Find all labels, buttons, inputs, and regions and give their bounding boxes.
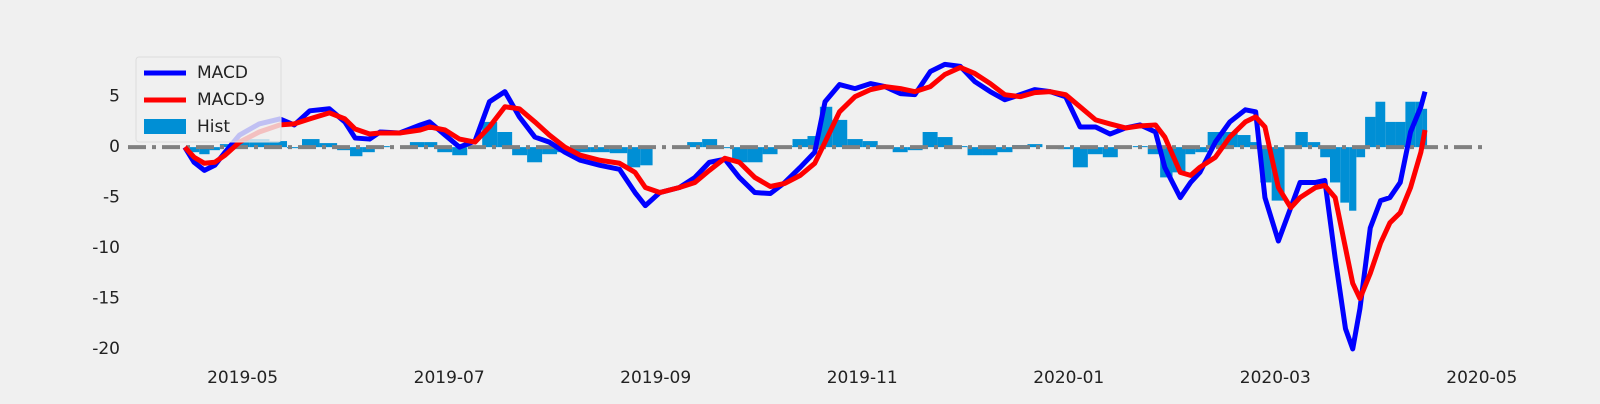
hist-bar <box>1320 147 1331 158</box>
hist-bar <box>747 147 763 163</box>
hist-bar <box>189 147 200 153</box>
hist-bar <box>1375 101 1386 148</box>
hist-bar <box>1395 121 1406 148</box>
legend-label: MACD-9 <box>197 90 265 110</box>
hist-bar <box>1340 147 1350 203</box>
hist-bar <box>1422 108 1428 148</box>
x-tick-label: 2020-05 <box>1446 368 1517 388</box>
hist-bar <box>1057 147 1073 150</box>
hist-bar <box>807 136 820 148</box>
hist-bar <box>199 147 210 155</box>
hist-bar <box>1307 142 1321 148</box>
hist-bar <box>1087 147 1103 155</box>
hist-bar <box>1147 147 1161 155</box>
x-tick-label: 2019-07 <box>414 368 485 388</box>
hist-bar <box>717 147 733 149</box>
hist-bar <box>1415 101 1423 148</box>
hist-bar <box>219 144 233 148</box>
y-tick-label: -15 <box>92 288 120 308</box>
x-tick-label: 2019-05 <box>207 368 278 388</box>
hist-bar <box>302 139 320 148</box>
hist-bar <box>922 132 938 148</box>
hist-bar <box>269 141 288 148</box>
hist-bar <box>1405 101 1416 148</box>
hist-bar <box>732 147 748 163</box>
hist-bar <box>982 147 998 156</box>
hist-bar <box>847 139 863 148</box>
hist-bar <box>1356 147 1366 158</box>
hist-bar <box>997 147 1013 153</box>
hist-bar <box>1250 142 1261 148</box>
hist-bar <box>1260 147 1272 183</box>
hist-bar <box>1237 135 1251 148</box>
hist-bar <box>1349 147 1357 211</box>
y-tick-label: -5 <box>103 188 120 208</box>
legend-swatch <box>144 119 186 134</box>
hist-bar <box>762 147 778 155</box>
hist-bar <box>792 139 808 148</box>
hist-bar <box>702 139 718 148</box>
hist-bar <box>1102 147 1118 158</box>
hist-bar <box>892 147 908 153</box>
hist-bar <box>409 142 425 148</box>
legend-label: Hist <box>197 117 230 137</box>
hist-bar <box>209 147 220 151</box>
hist-bar <box>362 147 375 153</box>
legend-label: MACD <box>197 63 248 83</box>
hist-bar <box>1330 147 1341 183</box>
hist-bar <box>1365 116 1376 148</box>
hist-bar <box>437 147 453 153</box>
hist-bar <box>542 147 558 155</box>
hist-bar <box>640 147 653 166</box>
y-tick-label: -20 <box>92 339 120 359</box>
y-tick-label: -10 <box>92 238 120 258</box>
hist-bar <box>424 142 438 148</box>
hist-bar <box>572 147 591 153</box>
hist-bar <box>967 147 983 156</box>
hist-bar <box>862 141 878 148</box>
hist-bar <box>497 132 513 148</box>
hist-bar <box>319 143 338 148</box>
hist-bar <box>1195 147 1208 153</box>
y-tick-label: 0 <box>109 137 120 157</box>
hist-bar <box>527 147 543 163</box>
x-tick-label: 2020-03 <box>1240 368 1311 388</box>
legend: MACD MACD-9 Hist <box>135 56 282 143</box>
hist-bar <box>590 147 610 153</box>
y-tick-label: 5 <box>109 87 120 107</box>
hist-bar <box>350 147 363 157</box>
x-tick-label: 2019-11 <box>827 368 898 388</box>
hist-bar <box>249 139 270 148</box>
hist-bar <box>687 142 703 148</box>
hist-bar <box>1072 147 1088 168</box>
x-tick-label: 2020-01 <box>1033 368 1104 388</box>
hist-bar <box>452 147 468 156</box>
hist-bar <box>1295 132 1308 148</box>
line <box>182 64 1428 301</box>
hist-bar <box>1027 144 1043 148</box>
hist-bar <box>609 147 628 154</box>
hist-bar <box>1385 121 1396 148</box>
hist-bar <box>512 147 528 156</box>
hist-bar <box>1185 147 1196 155</box>
hist-bar <box>627 147 641 168</box>
x-tick-label: 2019-09 <box>620 368 691 388</box>
hist-bar <box>832 119 848 148</box>
hist-bar <box>287 147 303 149</box>
hist-bar <box>937 137 953 148</box>
